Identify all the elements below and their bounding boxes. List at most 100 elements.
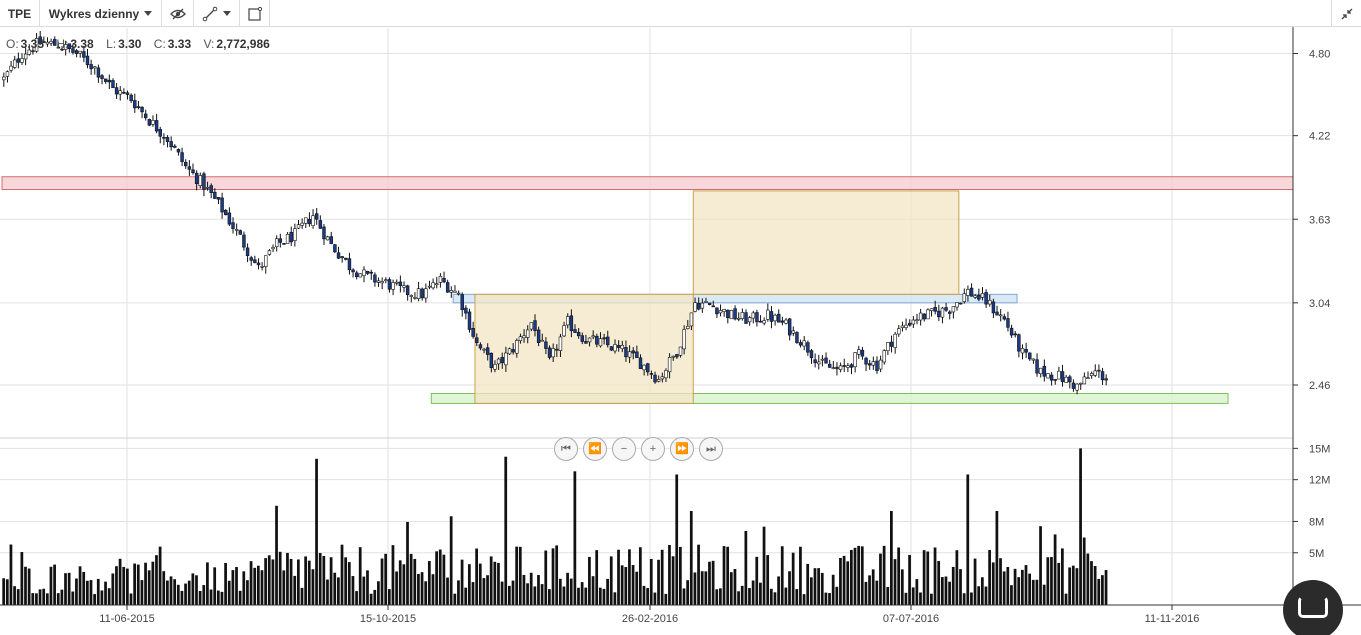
volume-bar xyxy=(369,593,373,605)
volume-bar xyxy=(904,592,908,605)
candle-body xyxy=(16,58,21,63)
candle-body xyxy=(387,279,392,290)
volume-bar xyxy=(296,559,300,605)
candle-body xyxy=(133,100,137,109)
candle-body xyxy=(74,50,79,54)
volume-bar xyxy=(31,593,35,605)
zoom-in-button[interactable]: + xyxy=(641,437,665,461)
volume-bar xyxy=(35,593,38,605)
volume-bar xyxy=(511,580,515,605)
volume-bar xyxy=(282,570,286,605)
candle-body xyxy=(456,292,461,295)
scroll-back-button[interactable]: ⏪ xyxy=(583,437,607,461)
volume-bar xyxy=(427,561,431,605)
volume-bar xyxy=(1006,566,1010,605)
volume-bar xyxy=(1082,537,1086,605)
volume-bar xyxy=(555,545,559,605)
volume-bar xyxy=(475,548,478,605)
candle-body xyxy=(27,49,32,55)
candle-body xyxy=(769,311,774,322)
volume-bar xyxy=(497,562,500,605)
candle-body xyxy=(187,166,192,170)
y-tick-label: 4.80 xyxy=(1309,49,1330,61)
open-value: 3.35 xyxy=(20,37,45,51)
candle-body xyxy=(547,347,552,358)
candle-body xyxy=(42,41,46,43)
candle-body xyxy=(624,347,628,358)
line-tool-button[interactable] xyxy=(194,0,240,27)
candle-body xyxy=(71,48,75,53)
zoom-out-button[interactable]: − xyxy=(612,437,636,461)
candle-body xyxy=(893,333,897,348)
volume-bar xyxy=(908,554,911,605)
scroll-forward-button[interactable]: ⏩ xyxy=(670,437,694,461)
close-label: C: xyxy=(153,37,166,51)
volume-bar xyxy=(948,581,951,605)
volume-bar xyxy=(875,580,879,605)
candle-body xyxy=(980,293,985,298)
volume-bar xyxy=(940,577,944,605)
candle-body xyxy=(391,282,395,290)
volume-bar xyxy=(467,564,471,605)
volume-bar xyxy=(966,474,970,605)
candle-body xyxy=(409,295,414,297)
volume-bar xyxy=(668,544,671,605)
volume-value: 2,772,986 xyxy=(216,37,270,51)
volume-bar xyxy=(147,570,151,605)
volume-bar xyxy=(853,547,857,605)
candle-body xyxy=(602,337,606,340)
volume-bar xyxy=(60,589,64,605)
volume-bar xyxy=(1075,568,1079,605)
candle-body xyxy=(464,307,468,314)
volume-bar xyxy=(82,571,86,605)
candle-body xyxy=(122,91,126,94)
volume-bar xyxy=(384,553,388,605)
collapse-button[interactable] xyxy=(1331,0,1361,27)
candle-body xyxy=(31,50,35,53)
interval-dropdown[interactable]: Wykres dzienny xyxy=(40,0,162,27)
volume-bar xyxy=(744,530,748,605)
volume-bar xyxy=(962,593,966,605)
volume-bar xyxy=(333,572,337,605)
x-tick-label: 07-07-2016 xyxy=(883,613,939,625)
go-first-button[interactable]: ⏮ xyxy=(554,437,578,461)
candle-body xyxy=(438,276,443,283)
visibility-button[interactable] xyxy=(162,0,194,27)
volume-bar xyxy=(256,565,260,605)
symbol-label[interactable]: TPE xyxy=(0,0,40,27)
candle-body xyxy=(118,90,122,95)
candle-body xyxy=(38,36,42,44)
volume-bar xyxy=(264,558,267,605)
volume-bar xyxy=(24,566,27,605)
volume-bar xyxy=(897,547,901,605)
volume-bar xyxy=(988,549,991,605)
chat-button[interactable] xyxy=(1283,580,1343,635)
candle-body xyxy=(988,299,992,305)
volume-bar xyxy=(893,559,897,605)
go-last-button[interactable]: ⏭ xyxy=(699,437,723,461)
volume-tick-label: 12M xyxy=(1309,475,1330,487)
candle-body xyxy=(631,350,635,354)
candle-body xyxy=(427,285,432,288)
candle-body xyxy=(213,191,217,199)
rectangle-tool-button[interactable] xyxy=(240,0,270,27)
candle-body xyxy=(271,247,275,250)
candle-body xyxy=(940,307,945,318)
candle-body xyxy=(13,59,17,68)
candle-body xyxy=(475,337,479,343)
high-label: H: xyxy=(56,37,69,51)
volume-bar xyxy=(722,546,726,605)
volume-tick-label: 15M xyxy=(1309,443,1330,455)
x-tick-label: 11-06-2015 xyxy=(99,613,154,625)
volume-bar xyxy=(457,580,460,605)
volume-bar xyxy=(508,585,511,605)
candle-body xyxy=(1068,376,1072,383)
candle-body xyxy=(1100,371,1105,381)
candle-body xyxy=(180,152,184,162)
candle-body xyxy=(871,361,876,366)
volume-bar xyxy=(773,592,777,605)
volume-bar xyxy=(1013,568,1017,605)
candle-body xyxy=(431,282,435,289)
volume-bar xyxy=(628,549,631,605)
